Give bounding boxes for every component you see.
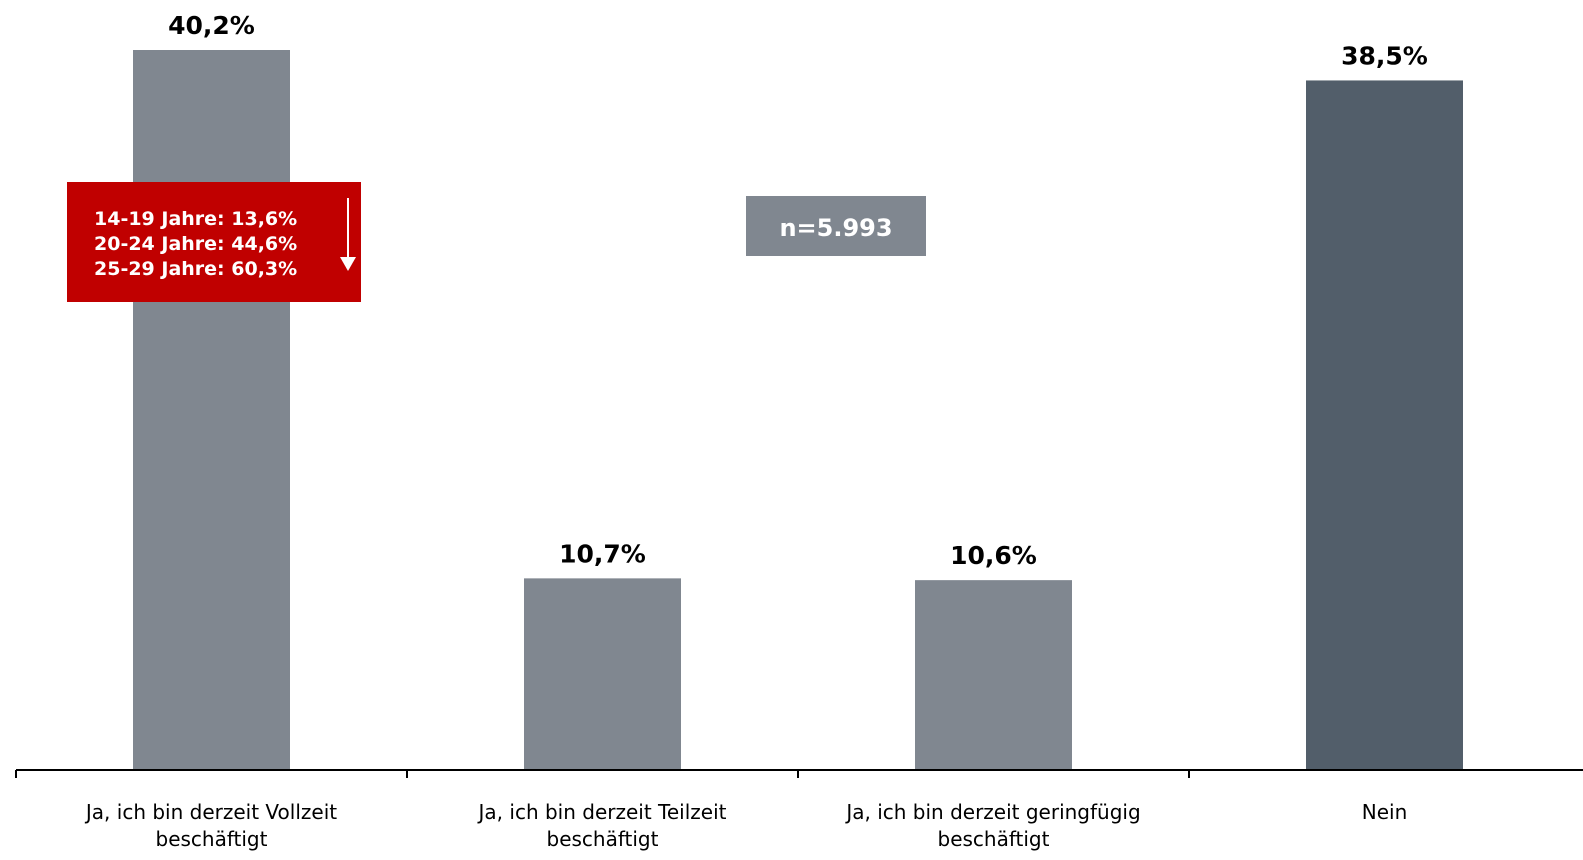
value-label-4: 38,5% — [1341, 41, 1428, 70]
bar-2 — [524, 578, 681, 770]
x-axis — [15, 769, 1583, 778]
category-label-3-line-1: Ja, ich bin derzeit geringfügig — [844, 800, 1140, 824]
bar-1 — [133, 50, 290, 770]
value-label-2: 10,7% — [559, 539, 646, 568]
value-label-3: 10,6% — [950, 541, 1037, 570]
value-label-1: 40,2% — [168, 11, 255, 40]
category-label-2-line-1: Ja, ich bin derzeit Teilzeit — [477, 800, 727, 824]
age-callout-background — [67, 182, 361, 302]
bar-3 — [915, 580, 1072, 770]
bars-group — [133, 50, 1463, 771]
value-labels-group: 40,2% 10,7% 10,6% 38,5% — [168, 11, 1428, 570]
sample-size-background — [746, 196, 926, 256]
category-label-1-line-1: Ja, ich bin derzeit Vollzeit — [84, 800, 337, 824]
sample-size-text: n=5.993 — [779, 214, 892, 242]
age-callout-line-3: 25-29 Jahre: 60,3% — [94, 258, 297, 280]
category-label-3-line-2: beschäftigt — [938, 827, 1050, 851]
category-label-1-line-2: beschäftigt — [156, 827, 268, 851]
down-arrow-icon — [340, 198, 356, 271]
age-callout: 14-19 Jahre: 13,6% 20-24 Jahre: 44,6% 25… — [67, 182, 361, 302]
bar-4 — [1306, 80, 1463, 771]
category-label-2-line-2: beschäftigt — [547, 827, 659, 851]
age-callout-line-1: 14-19 Jahre: 13,6% — [94, 208, 297, 230]
category-label-4-line-1: Nein — [1362, 800, 1408, 824]
category-labels-group: Ja, ich bin derzeit Vollzeit beschäftigt J… — [84, 800, 1407, 851]
sample-size-box: n=5.993 — [746, 196, 926, 256]
age-callout-line-2: 20-24 Jahre: 44,6% — [94, 233, 297, 255]
